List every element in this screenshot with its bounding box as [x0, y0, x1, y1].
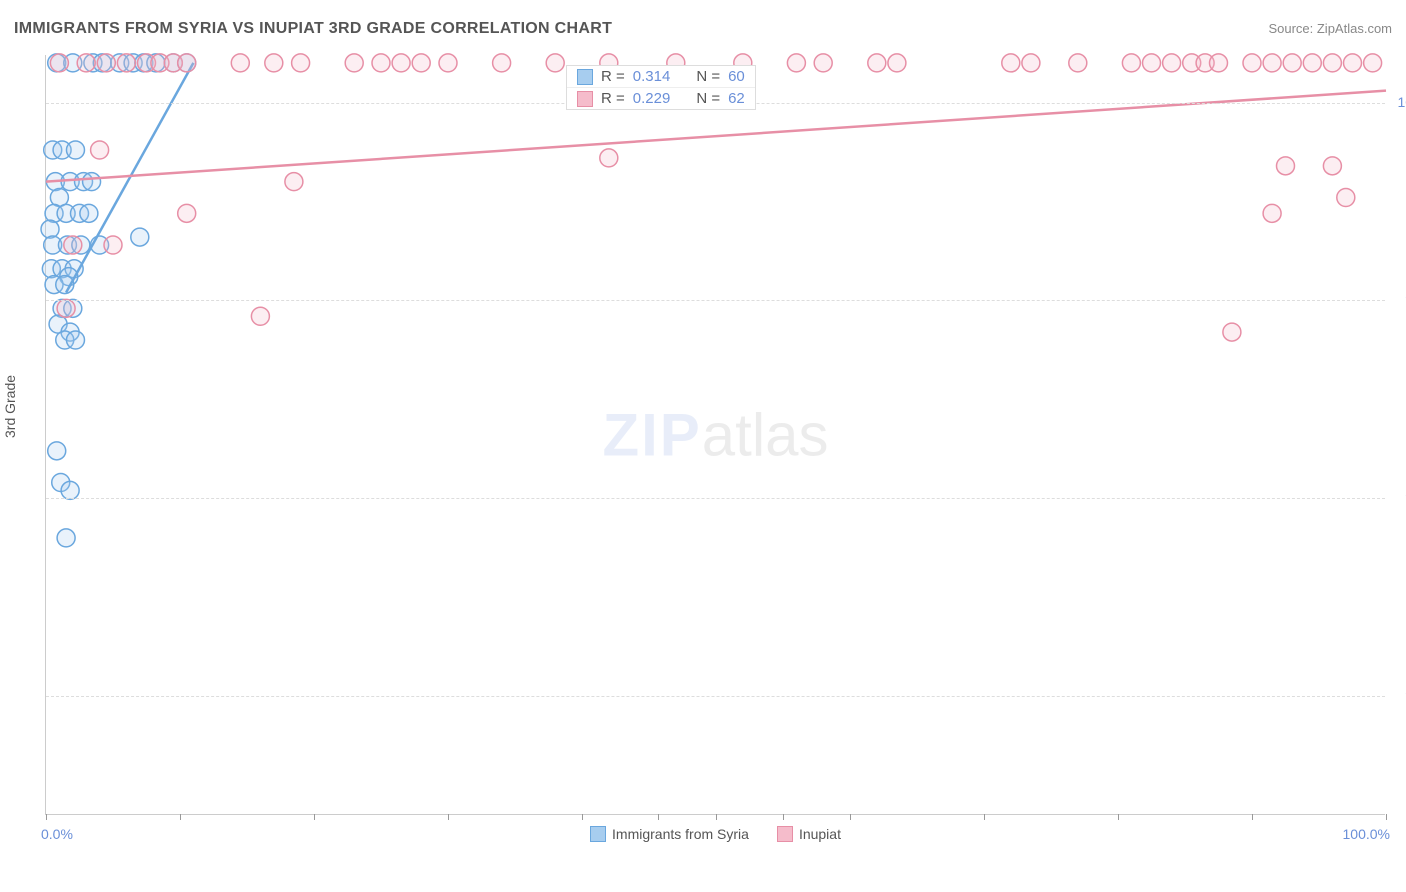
y-tick-label: 97.5%	[1390, 291, 1406, 307]
scatter-point-inupiat	[265, 54, 283, 72]
scatter-point-inupiat	[372, 54, 390, 72]
scatter-point-inupiat	[1122, 54, 1140, 72]
grid-line-h	[46, 498, 1385, 499]
scatter-point-inupiat	[1323, 54, 1341, 72]
legend-label: Immigrants from Syria	[612, 826, 749, 842]
scatter-point-inupiat	[412, 54, 430, 72]
scatter-point-inupiat	[787, 54, 805, 72]
scatter-point-inupiat	[493, 54, 511, 72]
grid-line-h	[46, 696, 1385, 697]
scatter-point-syria	[83, 173, 101, 191]
source-text: Source: ZipAtlas.com	[1268, 21, 1392, 36]
x-tick-mark	[984, 814, 985, 820]
scatter-point-inupiat	[345, 54, 363, 72]
scatter-point-inupiat	[178, 204, 196, 222]
x-tick-mark	[1118, 814, 1119, 820]
scatter-point-syria	[41, 220, 59, 238]
legend-stats-row: R = 0.229N = 62	[567, 88, 755, 109]
legend-stats-row: R = 0.314N = 60	[567, 66, 755, 88]
scatter-point-inupiat	[439, 54, 457, 72]
x-tick-mark	[582, 814, 583, 820]
x-tick-mark	[850, 814, 851, 820]
scatter-point-inupiat	[117, 54, 135, 72]
y-axis-label: 3rd Grade	[2, 375, 18, 438]
scatter-point-inupiat	[1344, 54, 1362, 72]
scatter-point-inupiat	[285, 173, 303, 191]
scatter-point-inupiat	[1243, 54, 1261, 72]
scatter-point-inupiat	[1143, 54, 1161, 72]
legend-item: Immigrants from Syria	[590, 826, 749, 842]
scatter-point-inupiat	[1283, 54, 1301, 72]
x-tick-mark	[658, 814, 659, 820]
grid-line-h	[46, 300, 1385, 301]
plot-area: ZIPatlas R = 0.314N = 60R = 0.229N = 62 …	[45, 55, 1385, 815]
scatter-point-inupiat	[251, 307, 269, 325]
scatter-point-inupiat	[292, 54, 310, 72]
scatter-point-inupiat	[50, 54, 68, 72]
scatter-point-inupiat	[1263, 54, 1281, 72]
header: IMMIGRANTS FROM SYRIA VS INUPIAT 3RD GRA…	[14, 20, 1392, 38]
scatter-point-inupiat	[178, 54, 196, 72]
scatter-point-inupiat	[600, 149, 618, 167]
scatter-point-inupiat	[1277, 157, 1295, 175]
scatter-point-inupiat	[1303, 54, 1321, 72]
chart-title: IMMIGRANTS FROM SYRIA VS INUPIAT 3RD GRA…	[14, 20, 612, 38]
scatter-point-inupiat	[64, 236, 82, 254]
scatter-point-inupiat	[1069, 54, 1087, 72]
x-tick-mark	[1252, 814, 1253, 820]
y-tick-label: 92.5%	[1390, 687, 1406, 703]
scatter-point-syria	[57, 529, 75, 547]
scatter-point-inupiat	[1210, 54, 1228, 72]
swatch-icon	[590, 826, 606, 842]
swatch-icon	[577, 69, 593, 85]
scatter-point-inupiat	[814, 54, 832, 72]
legend-stats-box: R = 0.314N = 60R = 0.229N = 62	[566, 65, 756, 110]
scatter-point-syria	[80, 204, 98, 222]
scatter-point-inupiat	[868, 54, 886, 72]
scatter-point-inupiat	[91, 141, 109, 159]
scatter-point-inupiat	[57, 299, 75, 317]
swatch-icon	[777, 826, 793, 842]
legend-item: Inupiat	[777, 826, 841, 842]
scatter-point-inupiat	[1223, 323, 1241, 341]
swatch-icon	[577, 91, 593, 107]
scatter-point-inupiat	[888, 54, 906, 72]
legend-label: Inupiat	[799, 826, 841, 842]
scatter-point-inupiat	[1337, 189, 1355, 207]
x-tick-mark	[1386, 814, 1387, 820]
scatter-point-inupiat	[1002, 54, 1020, 72]
scatter-point-inupiat	[1364, 54, 1382, 72]
scatter-point-syria	[66, 331, 84, 349]
x-tick-mark	[180, 814, 181, 820]
x-tick-mark	[783, 814, 784, 820]
scatter-point-inupiat	[104, 236, 122, 254]
x-tick-mark	[716, 814, 717, 820]
scatter-point-syria	[61, 481, 79, 499]
x-tick-mark	[46, 814, 47, 820]
x-tick-mark	[314, 814, 315, 820]
scatter-point-inupiat	[77, 54, 95, 72]
scatter-point-inupiat	[392, 54, 410, 72]
x-tick-mark	[448, 814, 449, 820]
scatter-point-inupiat	[546, 54, 564, 72]
legend-bottom: Immigrants from Syria Inupiat	[46, 826, 1385, 842]
scatter-point-inupiat	[97, 54, 115, 72]
scatter-point-syria	[48, 442, 66, 460]
scatter-point-inupiat	[1163, 54, 1181, 72]
scatter-point-syria	[66, 141, 84, 159]
scatter-point-inupiat	[231, 54, 249, 72]
scatter-point-inupiat	[1263, 204, 1281, 222]
scatter-point-inupiat	[1022, 54, 1040, 72]
y-tick-label: 100.0%	[1390, 94, 1406, 110]
scatter-svg	[46, 55, 1385, 814]
scatter-point-inupiat	[1323, 157, 1341, 175]
scatter-point-syria	[131, 228, 149, 246]
y-tick-label: 95.0%	[1390, 489, 1406, 505]
